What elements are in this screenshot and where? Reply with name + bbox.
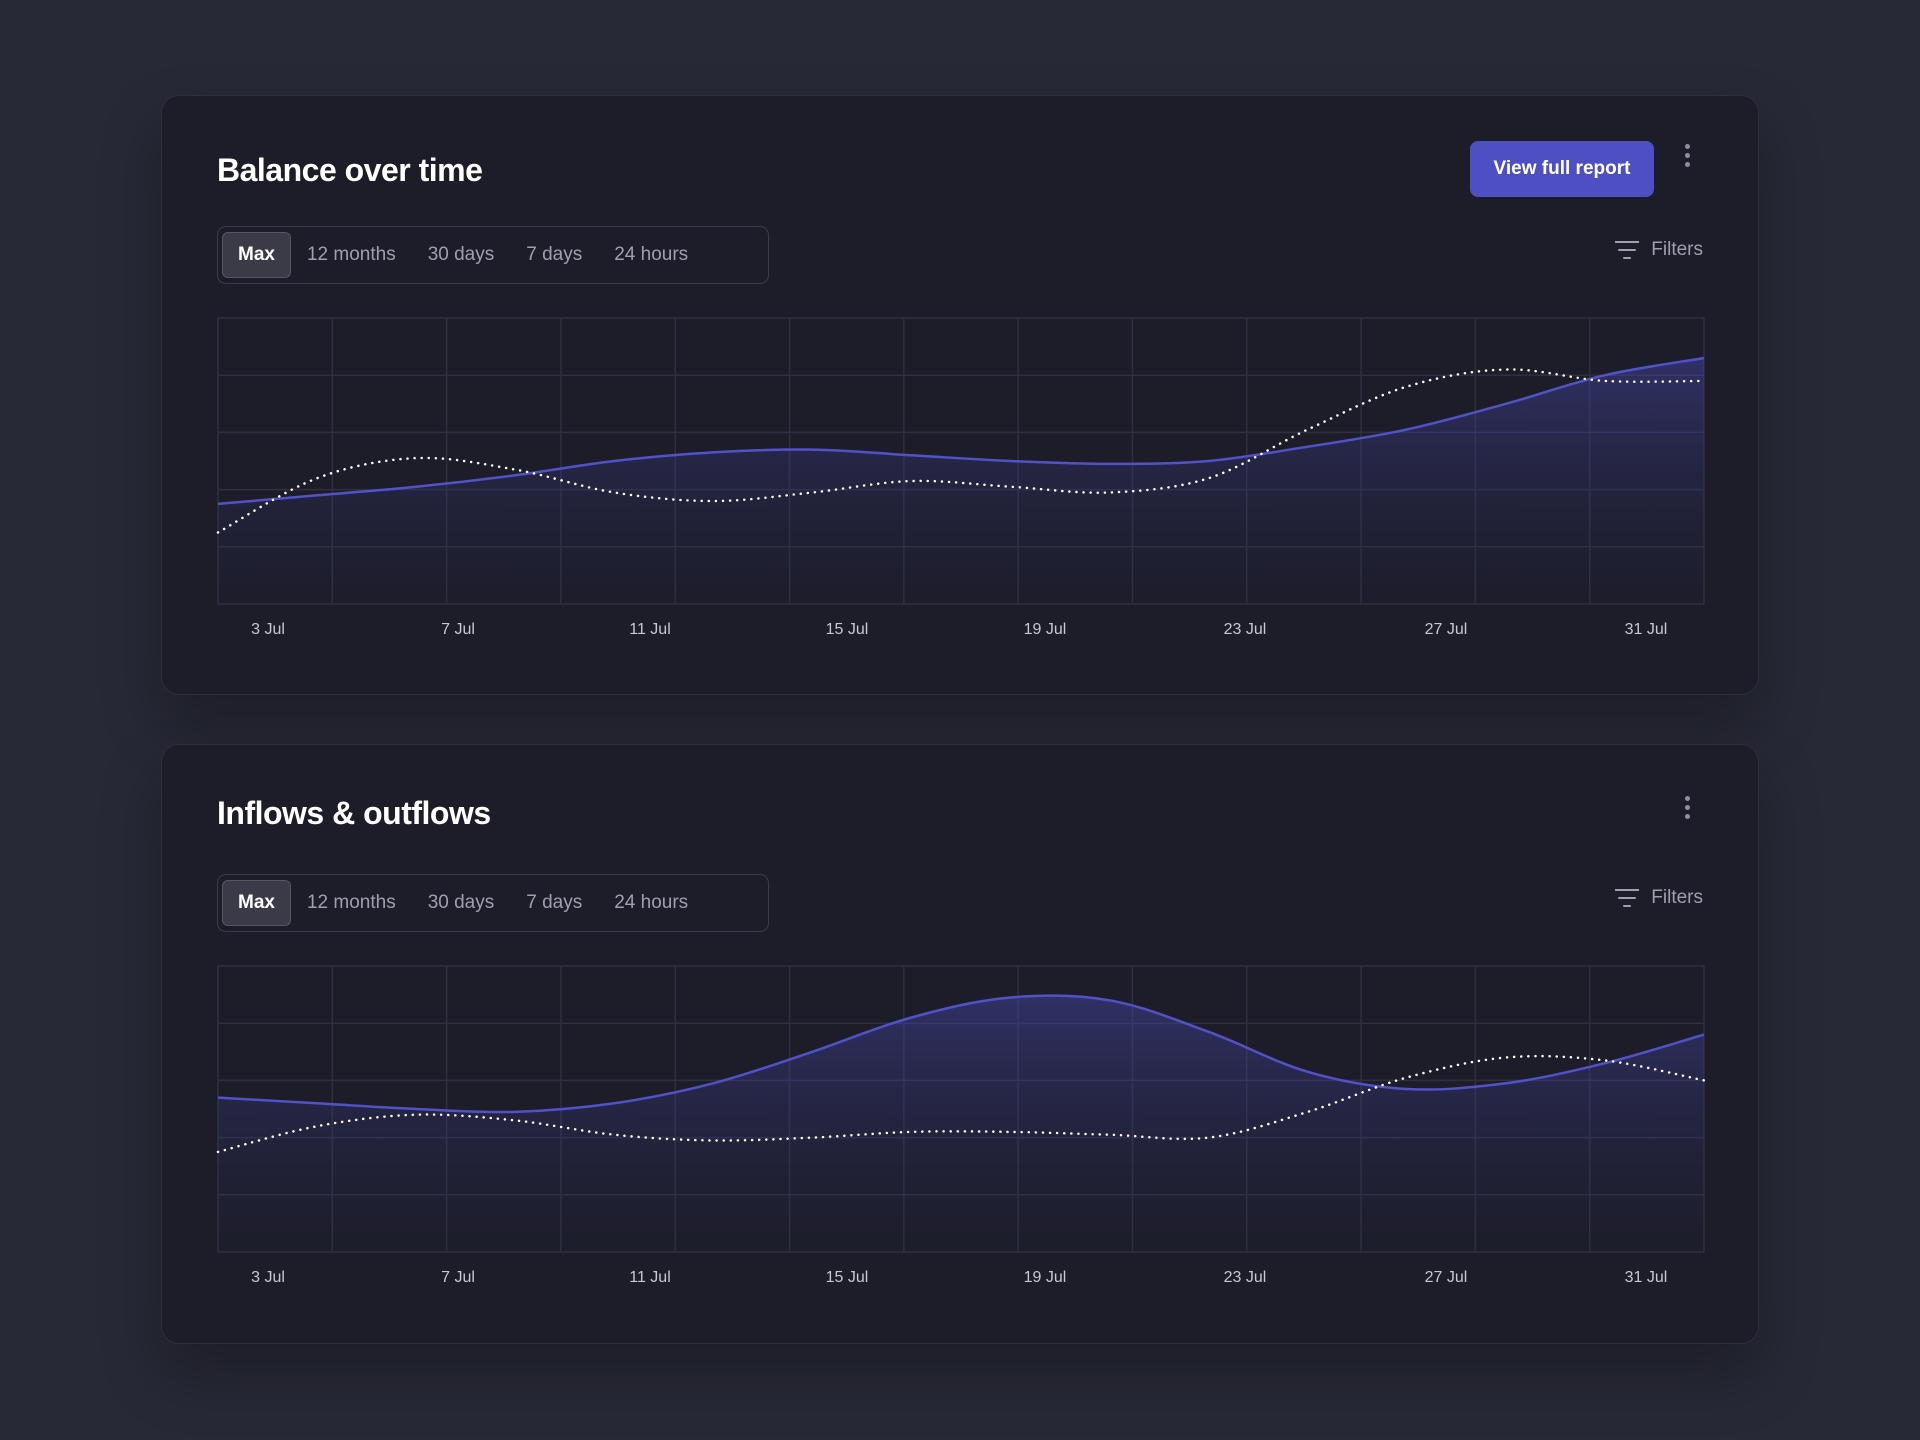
more-vertical-icon[interactable] (1676, 792, 1698, 822)
filter-lines-icon (1615, 889, 1640, 907)
range-12-months[interactable]: 12 months (306, 244, 396, 265)
series-line-dotted (216, 368, 1706, 534)
range-selector: Max 12 months 30 days 7 days 24 hours (217, 874, 769, 932)
x-tick-label: 15 Jul (826, 621, 869, 638)
series-area (218, 995, 1704, 1252)
x-tick-label: 3 Jul (251, 621, 285, 638)
range-max[interactable]: Max (222, 880, 291, 926)
series-line-solid (217, 356, 1705, 506)
more-vertical-icon[interactable] (1676, 140, 1698, 170)
range-30-days[interactable]: 30 days (427, 892, 495, 913)
x-tick-label: 23 Jul (1224, 1269, 1267, 1286)
inflows-outflows-chart: 3 Jul 7 Jul 11 Jul 15 Jul 19 Jul 23 Jul 27 Jul… (216, 965, 1706, 1286)
range-12-months[interactable]: 12 months (306, 892, 396, 913)
balance-chart: 3 Jul 7 Jul 11 Jul 15 Jul 19 Jul 23 Jul 27 Jul… (216, 317, 1706, 638)
view-full-report-button[interactable]: View full report (1470, 141, 1654, 197)
filters-button[interactable]: Filters (1615, 239, 1703, 261)
series-line-dotted (216, 1054, 1706, 1154)
filters-button[interactable]: Filters (1615, 887, 1703, 909)
x-tick-label: 23 Jul (1224, 621, 1267, 638)
x-tick-label: 31 Jul (1625, 1269, 1668, 1286)
balance-card: Balance over time View full report Max 1… (161, 95, 1759, 695)
range-selector: Max 12 months 30 days 7 days 24 hours (217, 226, 769, 284)
card-title: Balance over time (217, 152, 483, 188)
x-tick-label: 27 Jul (1425, 621, 1468, 638)
x-tick-label: 11 Jul (629, 1269, 671, 1286)
x-tick-label: 7 Jul (441, 1269, 475, 1286)
range-24-hours[interactable]: 24 hours (614, 892, 689, 913)
x-tick-label: 31 Jul (1625, 621, 1668, 638)
series-area (218, 358, 1704, 604)
range-7-days[interactable]: 7 days (526, 892, 583, 913)
filter-lines-icon (1615, 241, 1640, 259)
x-tick-label: 15 Jul (826, 1269, 869, 1286)
series-line-solid (217, 994, 1705, 1114)
inflows-outflows-card: Inflows & outflows Max 12 months 30 days… (161, 744, 1759, 1344)
filters-label: Filters (1651, 887, 1703, 908)
x-tick-label: 11 Jul (629, 621, 671, 638)
x-tick-label: 27 Jul (1425, 1269, 1468, 1286)
x-tick-label: 3 Jul (251, 1269, 285, 1286)
range-30-days[interactable]: 30 days (427, 244, 495, 265)
x-tick-label: 19 Jul (1024, 1269, 1067, 1286)
range-24-hours[interactable]: 24 hours (614, 244, 689, 265)
range-7-days[interactable]: 7 days (526, 244, 583, 265)
filters-label: Filters (1651, 239, 1703, 260)
card-title: Inflows & outflows (217, 795, 491, 831)
x-tick-label: 19 Jul (1024, 621, 1067, 638)
x-tick-label: 7 Jul (441, 621, 475, 638)
range-max[interactable]: Max (222, 232, 291, 278)
